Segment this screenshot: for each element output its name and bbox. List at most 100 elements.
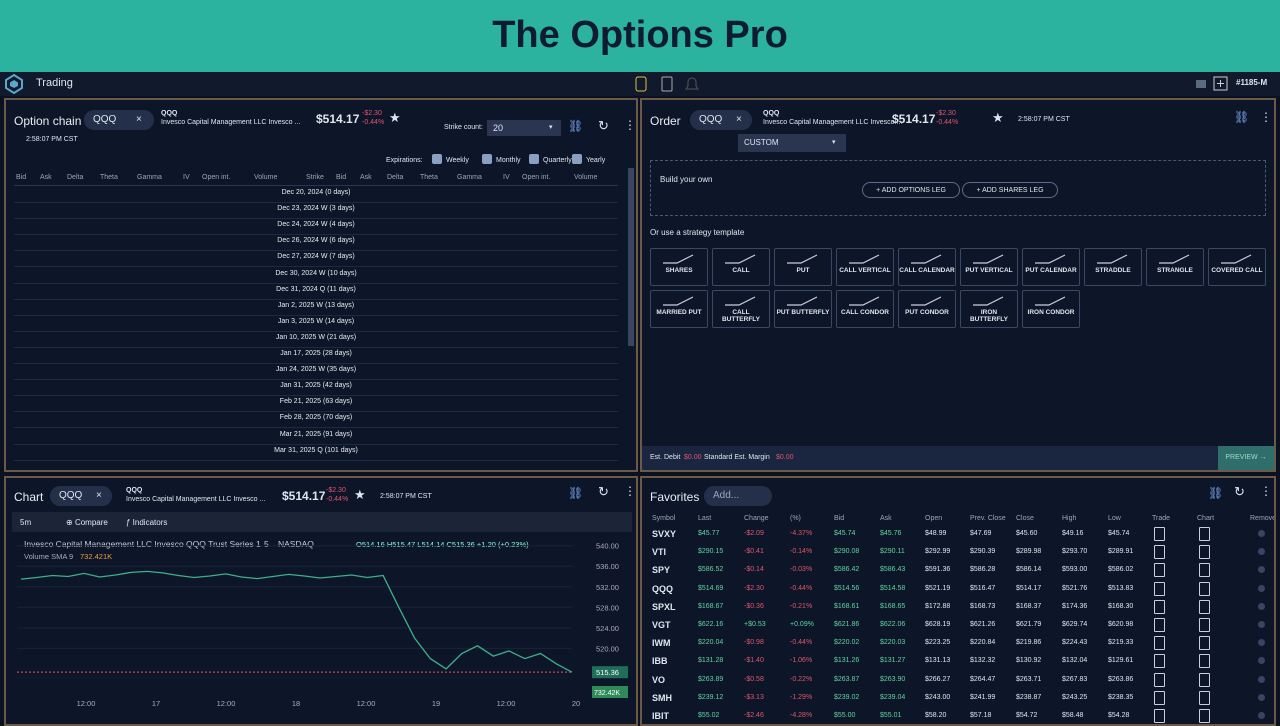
strategy-template[interactable]: MARRIED PUT: [650, 290, 708, 328]
menu-icon[interactable]: ⋮: [1260, 110, 1272, 124]
refresh-icon[interactable]: ↻: [598, 484, 609, 499]
menu-icon[interactable]: ⋮: [624, 484, 636, 498]
remove-button[interactable]: [1258, 566, 1265, 574]
expiration-row[interactable]: Dec 26, 2024 W (6 days): [277, 237, 355, 245]
scrollbar[interactable]: [628, 168, 634, 346]
trade-button[interactable]: [1154, 527, 1165, 541]
link-icon[interactable]: ⛓: [568, 119, 584, 133]
expiration-row[interactable]: Jan 2, 2025 W (13 days): [277, 301, 355, 309]
expiration-row[interactable]: Jan 31, 2025 (42 days): [280, 382, 352, 390]
expiration-row[interactable]: Dec 31, 2024 Q (11 days): [276, 285, 356, 293]
refresh-icon[interactable]: ↻: [1234, 484, 1245, 499]
chart-button[interactable]: [1199, 581, 1210, 596]
strategy-template[interactable]: STRANGLE: [1146, 248, 1204, 286]
remove-button[interactable]: [1258, 639, 1265, 647]
strategy-template[interactable]: PUT VERTICAL: [960, 248, 1018, 286]
trade-button[interactable]: [1154, 545, 1165, 560]
strategy-template[interactable]: STRADDLE: [1084, 248, 1142, 286]
strategy-template[interactable]: CALL BUTTERFLY: [712, 290, 770, 328]
strategy-template[interactable]: CALL VERTICAL: [836, 248, 894, 286]
chart-button[interactable]: [1199, 709, 1210, 723]
menu-icon[interactable]: ⋮: [1260, 484, 1272, 498]
remove-button[interactable]: [1258, 584, 1265, 592]
trade-button[interactable]: [1154, 709, 1165, 723]
favorite-star[interactable]: ★: [389, 110, 401, 125]
add-shares-leg[interactable]: + ADD SHARES LEG: [962, 182, 1058, 198]
compare[interactable]: ⊕ Compare: [66, 518, 108, 527]
trade-button[interactable]: [1154, 563, 1165, 578]
clear-icon[interactable]: ×: [136, 114, 142, 125]
strategy-template[interactable]: CALL: [712, 248, 770, 286]
filter-checkbox[interactable]: [432, 154, 442, 164]
expiration-row[interactable]: Feb 28, 2025 (70 days): [279, 414, 353, 422]
trade-button[interactable]: [1154, 636, 1165, 651]
indicators[interactable]: ƒ Indicators: [126, 518, 168, 527]
remove-button[interactable]: [1258, 712, 1265, 719]
strategy-template[interactable]: SHARES: [650, 248, 708, 286]
expiration-row[interactable]: Dec 27, 2024 W (7 days): [277, 253, 355, 261]
strategy-template[interactable]: CALL CONDOR: [836, 290, 894, 328]
link-icon[interactable]: ⛓: [1234, 110, 1250, 124]
symbol-input[interactable]: QQQ ×: [50, 486, 112, 506]
window-icons[interactable]: [1192, 76, 1232, 92]
link-icon[interactable]: ⛓: [1208, 486, 1224, 500]
chart-button[interactable]: [1199, 618, 1210, 632]
expiration-row[interactable]: Jan 10, 2025 W (21 days): [275, 333, 357, 341]
expiration-row[interactable]: Jan 24, 2025 W (35 days): [275, 366, 357, 374]
chart-button[interactable]: [1199, 527, 1210, 541]
strategy-select[interactable]: CUSTOM ▾: [738, 134, 846, 152]
expiration-row[interactable]: Mar 31, 2025 Q (101 days): [274, 446, 358, 454]
trade-button[interactable]: [1154, 599, 1165, 614]
preview-button[interactable]: PREVIEW →: [1218, 446, 1274, 470]
menu-icon[interactable]: ⋮: [624, 118, 636, 132]
filter-checkbox[interactable]: [482, 154, 492, 164]
expiration-row[interactable]: Jan 17, 2025 (28 days): [280, 350, 352, 357]
link-icon[interactable]: ⛓: [568, 486, 584, 500]
strategy-template[interactable]: CALL CALENDAR: [898, 248, 956, 286]
symbol-input[interactable]: QQQ ×: [690, 110, 752, 130]
remove-button[interactable]: [1258, 693, 1265, 701]
expiration-row[interactable]: Mar 21, 2025 (91 days): [279, 430, 353, 438]
chart-button[interactable]: [1199, 599, 1210, 614]
expiration-row[interactable]: Jan 3, 2025 W (14 days): [277, 317, 355, 325]
strategy-template[interactable]: IRON BUTTERFLY: [960, 290, 1018, 328]
strike-count-select[interactable]: 20 ▾: [487, 120, 561, 136]
trade-button[interactable]: [1154, 654, 1165, 669]
expiration-row[interactable]: Dec 24, 2024 W (4 days): [277, 221, 355, 229]
strategy-template[interactable]: PUT BUTTERFLY: [774, 290, 832, 328]
expiration-row[interactable]: Dec 23, 2024 W (3 days): [277, 205, 355, 213]
chart-button[interactable]: [1199, 690, 1210, 705]
strategy-template[interactable]: COVERED CALL: [1208, 248, 1266, 286]
remove-button[interactable]: [1258, 657, 1265, 665]
add-input[interactable]: Add...: [704, 486, 772, 506]
remove-button[interactable]: [1258, 530, 1265, 537]
chart-button[interactable]: [1199, 545, 1210, 560]
interval[interactable]: 5m: [20, 518, 32, 527]
expiration-row[interactable]: Feb 21, 2025 (63 days): [279, 398, 353, 406]
chart-button[interactable]: [1199, 672, 1210, 687]
remove-button[interactable]: [1258, 675, 1265, 683]
expiration-row[interactable]: Dec 20, 2024 (0 days): [281, 189, 351, 196]
strategy-template[interactable]: PUT: [774, 248, 832, 286]
toolbar-icons[interactable]: [634, 75, 704, 93]
add-options-leg[interactable]: + ADD OPTIONS LEG: [862, 182, 960, 198]
trade-button[interactable]: [1154, 618, 1165, 632]
remove-button[interactable]: [1258, 621, 1265, 628]
trade-button[interactable]: [1154, 690, 1165, 705]
favorite-star[interactable]: ★: [992, 110, 1004, 125]
remove-button[interactable]: [1258, 602, 1265, 610]
chart-button[interactable]: [1199, 563, 1210, 578]
symbol-input[interactable]: QQQ ×: [84, 110, 154, 130]
remove-button[interactable]: [1258, 548, 1265, 556]
chart-button[interactable]: [1199, 654, 1210, 669]
refresh-icon[interactable]: ↻: [598, 118, 609, 133]
strategy-template[interactable]: PUT CALENDAR: [1022, 248, 1080, 286]
expiration-row[interactable]: Dec 30, 2024 W (10 days): [275, 269, 357, 277]
strategy-template[interactable]: PUT CONDOR: [898, 290, 956, 328]
filter-checkbox[interactable]: [529, 154, 539, 164]
trade-button[interactable]: [1154, 672, 1165, 687]
favorite-star[interactable]: ★: [354, 487, 366, 502]
trade-button[interactable]: [1154, 581, 1165, 596]
filter-checkbox[interactable]: [572, 154, 582, 164]
chart-button[interactable]: [1199, 636, 1210, 651]
